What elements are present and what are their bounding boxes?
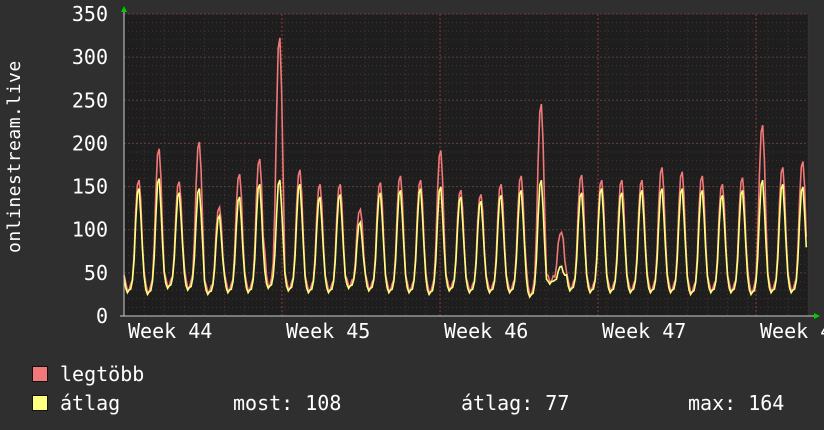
- legend-swatch-avg: [32, 395, 48, 411]
- stat-max-value: 164: [748, 391, 785, 415]
- y-tick-label: 100: [72, 218, 108, 242]
- x-tick-label: Week 47: [602, 319, 686, 343]
- stat-avg: átlag: 77: [461, 391, 569, 415]
- stat-max: max: 164: [688, 391, 784, 415]
- axes: [120, 6, 820, 319]
- y-tick-label: 300: [72, 45, 108, 69]
- legend-swatch-max: [32, 366, 48, 382]
- x-axis-arrow: [814, 313, 820, 319]
- y-tick-label: 0: [96, 304, 108, 328]
- stat-max-label: max:: [688, 391, 737, 415]
- x-tick-label: Week 46: [444, 319, 528, 343]
- tick-labels: 0 50 100 150 200 250 300 350 Week 44 Week 45 Week …: [72, 2, 824, 343]
- stat-now-label: most:: [233, 391, 294, 415]
- series-group: [123, 37, 808, 299]
- y-axis-arrow: [121, 6, 127, 12]
- y-tick-label: 350: [72, 2, 108, 26]
- y-tick-label: 250: [72, 88, 108, 112]
- stat-now: most: 108: [233, 391, 341, 415]
- series-line-avg: [123, 178, 808, 299]
- stat-avg-label: átlag:: [461, 391, 534, 415]
- y-tick-label: 50: [84, 261, 108, 285]
- x-tick-label: Week 45: [286, 319, 370, 343]
- x-tick-label: Week 44: [128, 319, 212, 343]
- legend-label-avg: átlag: [60, 391, 121, 415]
- y-axis-label: onlinestream.live: [4, 60, 25, 253]
- x-tick-label: Week 4: [760, 319, 824, 343]
- y-tick-label: 200: [72, 131, 108, 155]
- stat-avg-value: 77: [545, 391, 570, 415]
- y-tick-label: 150: [72, 175, 108, 199]
- legend-label-max: legtöbb: [60, 362, 145, 386]
- stat-now-value: 108: [305, 391, 342, 415]
